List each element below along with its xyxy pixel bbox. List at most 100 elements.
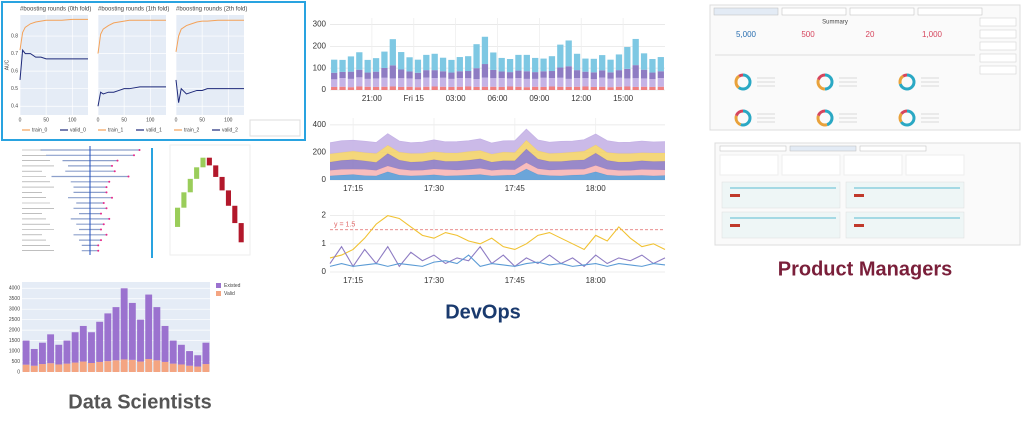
- bar: [624, 78, 631, 87]
- bar: [439, 71, 447, 78]
- bar: [590, 79, 597, 87]
- bar: [372, 78, 380, 87]
- x-tick-label: 17:15: [343, 184, 364, 193]
- bar: [490, 86, 497, 90]
- kpi-card: [781, 154, 841, 176]
- bar: [540, 77, 547, 87]
- feature-dot: [97, 244, 100, 247]
- bar: [153, 307, 161, 361]
- bar: [186, 351, 193, 366]
- bar: [523, 78, 530, 88]
- bar: [137, 319, 144, 362]
- bar: [557, 67, 564, 78]
- feature-dot: [105, 191, 108, 194]
- tab[interactable]: [917, 7, 983, 16]
- bar: [47, 363, 55, 372]
- bar: [582, 78, 589, 87]
- bar: [657, 71, 664, 78]
- x-tick-label: 09:00: [529, 94, 550, 103]
- kpi-value: 20: [866, 30, 875, 39]
- bar: [177, 344, 185, 365]
- bar: [640, 86, 648, 90]
- bar: [649, 59, 656, 73]
- y-tick-label: 0.7: [11, 51, 18, 57]
- bar: [414, 79, 422, 88]
- bar: [414, 59, 422, 73]
- tab[interactable]: [849, 7, 915, 16]
- y-tick-label: 0: [322, 85, 327, 94]
- bar: [356, 69, 363, 78]
- bar: [30, 348, 38, 366]
- caption: Product Managers: [778, 258, 952, 280]
- feature-dot: [111, 196, 113, 199]
- bar: [389, 78, 396, 87]
- feature-dot: [108, 217, 111, 220]
- y-tick-label: 1500: [9, 338, 20, 344]
- bar: [202, 364, 210, 372]
- waterfall-bar: [206, 157, 212, 166]
- mini-bar: [730, 224, 740, 227]
- filter-box[interactable]: [979, 29, 1017, 39]
- tab[interactable]: [789, 145, 857, 152]
- bar: [339, 71, 346, 78]
- mini-bar: [854, 224, 864, 227]
- filter-box[interactable]: [979, 41, 1017, 51]
- bar: [481, 77, 489, 87]
- area: [330, 168, 665, 180]
- subplot-title: #boosting rounds (0th fold): [20, 7, 91, 13]
- feature-dot: [116, 159, 119, 162]
- bar: [398, 86, 405, 90]
- bar: [590, 86, 597, 90]
- area-edge: [329, 128, 666, 144]
- bar: [88, 363, 95, 372]
- plot-bg: [176, 15, 244, 115]
- bar: [490, 52, 497, 70]
- bar: [582, 58, 589, 72]
- bar: [112, 360, 120, 372]
- y-tick-label: 0: [322, 175, 327, 184]
- tab[interactable]: [713, 7, 779, 16]
- y-tick-label: 0.5: [11, 86, 18, 92]
- bar: [63, 363, 71, 372]
- bar: [423, 86, 430, 90]
- y-tick-label: 3000: [9, 307, 20, 313]
- bar: [523, 54, 530, 72]
- legend-label: valid_2: [222, 127, 238, 133]
- bar: [406, 57, 413, 72]
- bar: [565, 40, 572, 67]
- bar: [381, 86, 388, 90]
- bar: [607, 78, 614, 88]
- train-line: [97, 19, 166, 54]
- waterfall-bar: [219, 176, 225, 191]
- x-tick-label: 0: [175, 117, 178, 123]
- bar: [532, 78, 539, 87]
- filter-box[interactable]: [979, 65, 1017, 75]
- filter-box[interactable]: [979, 53, 1017, 63]
- tab[interactable]: [781, 7, 847, 16]
- tab[interactable]: [719, 145, 787, 152]
- bar: [439, 77, 447, 87]
- bar: [22, 340, 30, 365]
- bar: [431, 53, 438, 71]
- waterfall-bar: [225, 190, 231, 206]
- tab[interactable]: [859, 145, 927, 152]
- bar: [347, 56, 355, 72]
- valid-line: [97, 86, 166, 107]
- bar: [632, 78, 639, 87]
- bar: [406, 86, 413, 90]
- pm-screen-1: [709, 4, 1021, 131]
- bar: [398, 69, 405, 79]
- filter-box[interactable]: [979, 17, 1017, 27]
- mini-chart: [721, 181, 841, 209]
- waterfall-bar: [175, 207, 181, 227]
- bar: [448, 59, 455, 73]
- x-tick-label: 15:00: [613, 94, 634, 103]
- caption: DevOps: [445, 301, 521, 323]
- bar: [498, 57, 505, 72]
- legend-label: train_2: [184, 127, 200, 133]
- mini-chart: [845, 211, 965, 239]
- bar: [657, 57, 664, 72]
- line: [329, 245, 666, 268]
- bar: [186, 365, 193, 372]
- subplot-title: #boosting rounds (2th fold): [176, 7, 247, 13]
